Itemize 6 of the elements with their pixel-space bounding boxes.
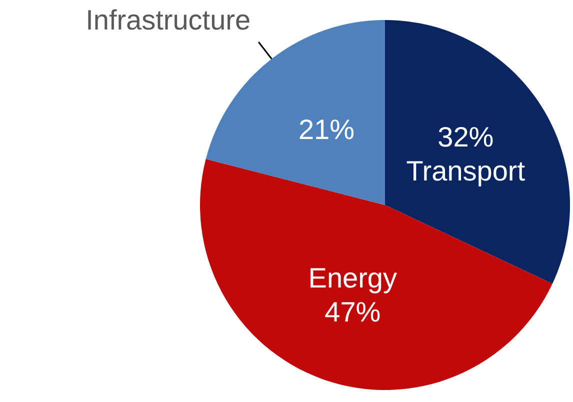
- slice-label: Transport: [406, 155, 526, 186]
- data-label: 21%: [298, 114, 354, 146]
- data-label: 47%: [324, 296, 381, 328]
- slice-label: Infrastructure: [86, 4, 251, 36]
- data-label: 32%: [438, 121, 494, 152]
- slice-label: Energy: [308, 262, 398, 294]
